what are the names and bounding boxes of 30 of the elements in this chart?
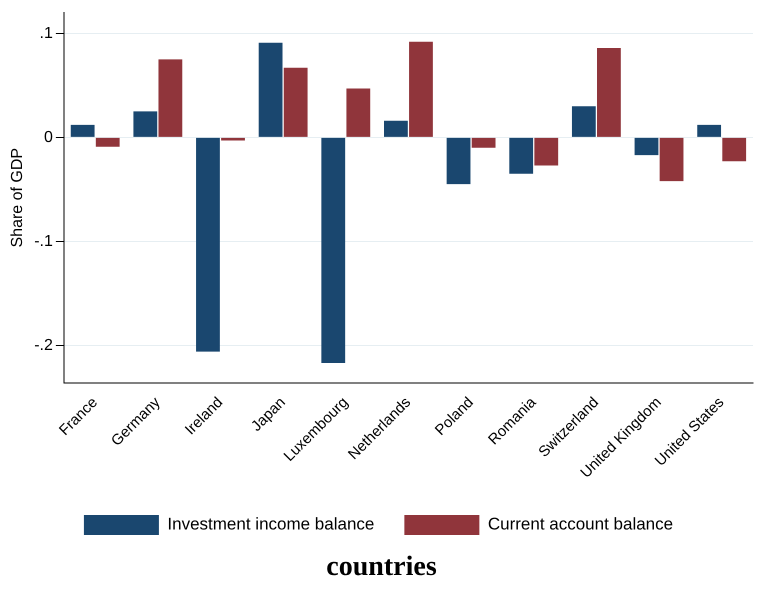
bar <box>133 111 158 137</box>
y-tick-label: -.1 <box>34 232 53 250</box>
y-tick-label: -.2 <box>34 336 53 354</box>
bar <box>509 138 534 174</box>
bar <box>196 138 220 352</box>
bar <box>346 88 370 137</box>
y-axis-title: Share of GDP <box>9 148 26 248</box>
y-tick-label: .1 <box>40 24 53 42</box>
bar <box>284 68 308 137</box>
bar <box>572 106 596 137</box>
bar <box>258 42 283 137</box>
bar <box>597 48 621 137</box>
bar <box>384 120 408 137</box>
bar <box>446 138 470 184</box>
bar <box>722 138 746 162</box>
bar <box>409 42 433 137</box>
bar <box>634 138 658 156</box>
bar <box>321 138 346 364</box>
bar <box>221 138 245 141</box>
bar <box>660 138 684 182</box>
bar <box>534 138 558 166</box>
bar <box>70 124 95 137</box>
y-tick-label: 0 <box>44 128 53 146</box>
legend-label: Investment income balance <box>167 514 374 534</box>
bar <box>697 124 722 137</box>
x-axis-title: countries <box>325 551 438 583</box>
bar <box>472 138 496 148</box>
legend-label: Current account balance <box>488 514 674 534</box>
bar <box>158 59 182 137</box>
bar <box>96 138 120 147</box>
